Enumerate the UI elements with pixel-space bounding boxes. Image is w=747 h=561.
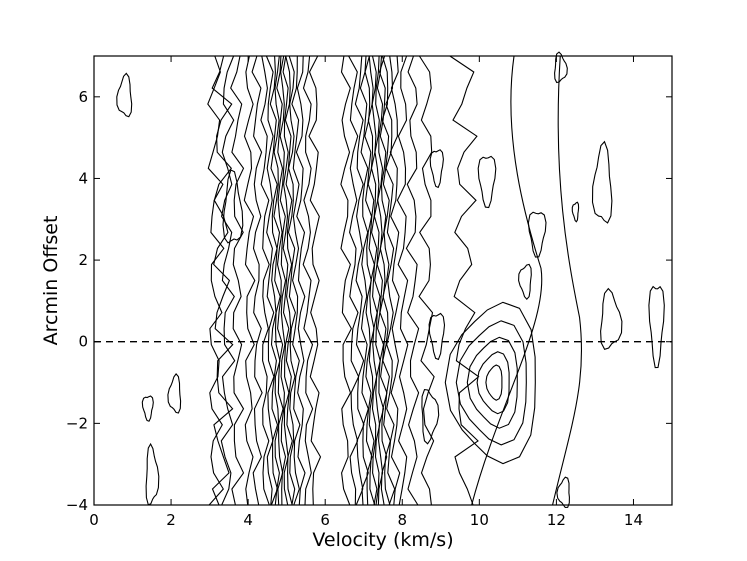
contour-ridge-1 <box>251 55 263 506</box>
contour-outer <box>552 55 583 506</box>
contour-ridge-1 <box>282 55 290 506</box>
contour-ridge-2 <box>376 55 385 506</box>
x-tick-label: 8 <box>397 511 407 529</box>
contour-ridge-2 <box>340 55 353 506</box>
contour-ridge-1 <box>284 55 293 506</box>
y-tick-label: 4 <box>78 169 88 187</box>
contour-island <box>421 389 440 445</box>
contour-clump <box>455 320 527 446</box>
contour-island <box>141 395 154 422</box>
contour-ridge-1 <box>302 55 314 506</box>
contour-ridge-1 <box>295 55 306 506</box>
contour-ridge-1 <box>265 55 275 506</box>
contour-ridge-2 <box>359 55 369 506</box>
contour-ridge-1 <box>207 55 225 506</box>
contour-ridge-2 <box>389 55 401 506</box>
contour-ridge-1 <box>230 55 245 506</box>
contour-clump <box>476 351 510 415</box>
contour-ridge-1 <box>308 55 322 506</box>
x-axis-label: Velocity (km/s) <box>312 529 453 551</box>
y-axis-label: Arcmin Offset <box>40 216 62 346</box>
contour-island <box>556 476 570 508</box>
contour-ridge-2 <box>405 55 420 506</box>
contour-island <box>145 442 160 506</box>
x-tick-label: 14 <box>624 511 643 529</box>
x-tick-label: 0 <box>89 511 99 529</box>
contour-ridge-1 <box>220 55 236 506</box>
x-tick-label: 4 <box>243 511 253 529</box>
contour-ridge-2 <box>370 55 378 506</box>
x-tick-label: 2 <box>166 511 176 529</box>
contour-ridge-2 <box>348 55 360 506</box>
contour-ridge-2 <box>396 55 409 506</box>
contour-island <box>554 51 568 84</box>
contour-ridge-1 <box>291 55 301 506</box>
x-axis-ticks: 0 2 4 6 8 10 12 14 <box>89 56 643 529</box>
contour-ridge-2 <box>373 55 381 506</box>
contour-island <box>518 263 532 301</box>
x-tick-label: 12 <box>547 511 566 529</box>
contour-island <box>600 287 623 350</box>
plot-frame <box>93 55 673 506</box>
contour-envelope <box>211 55 234 506</box>
y-tick-label: 6 <box>78 88 88 106</box>
contour-island <box>477 155 497 209</box>
contour-clump <box>444 301 536 465</box>
contour-ridge-2 <box>354 55 365 506</box>
contour-ridge-1 <box>273 55 281 506</box>
contour-island <box>428 312 446 361</box>
contour-island <box>116 72 133 118</box>
contour-ridge-1 <box>279 55 287 506</box>
contour-outer <box>471 55 543 506</box>
contour-ridge-1 <box>243 55 256 506</box>
y-tick-label: −2 <box>66 414 88 432</box>
x-tick-label: 6 <box>320 511 330 529</box>
contour-ridge-2 <box>367 55 376 506</box>
contour-island <box>527 211 547 258</box>
contour-clump <box>466 336 518 429</box>
contour-ridge-1 <box>276 55 284 506</box>
contour-ridge-1 <box>260 55 270 506</box>
contour-envelope <box>449 55 480 506</box>
contour-ridge-1 <box>287 55 296 506</box>
contour-clump <box>485 364 503 401</box>
contour-ridge-2 <box>418 55 435 506</box>
y-tick-label: 0 <box>78 333 88 351</box>
y-axis-ticks: −4 −2 0 2 4 6 <box>66 88 672 514</box>
contour-lines <box>116 51 665 508</box>
contour-island <box>648 285 665 369</box>
contour-island <box>222 169 244 244</box>
contour-ridge-1 <box>269 55 279 506</box>
contour-island <box>571 201 580 223</box>
x-tick-label: 10 <box>470 511 489 529</box>
contour-island <box>429 149 444 189</box>
contour-island <box>591 140 613 224</box>
contour-ridge-2 <box>381 55 391 506</box>
contour-ridge-2 <box>378 55 388 506</box>
y-tick-label: 2 <box>78 251 88 269</box>
contour-island <box>167 373 182 414</box>
contour-ridge-2 <box>385 55 396 506</box>
y-tick-label: −4 <box>66 496 88 514</box>
